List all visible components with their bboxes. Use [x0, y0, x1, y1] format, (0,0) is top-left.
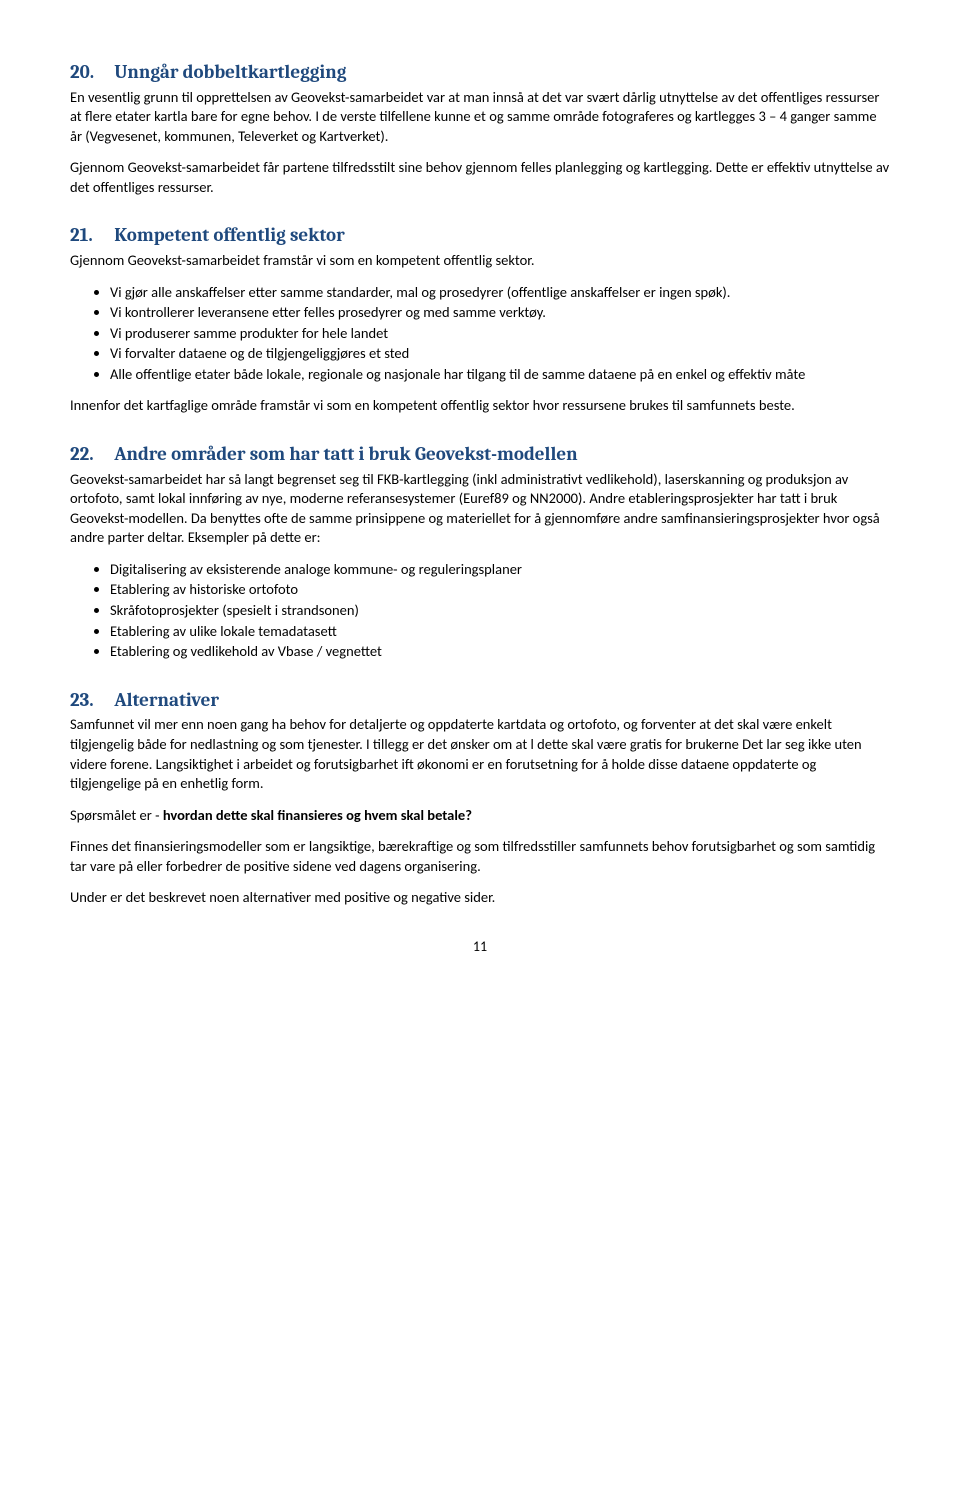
heading-23-text: Alternativer	[114, 689, 219, 711]
heading-23-num: 23.	[70, 688, 110, 714]
heading-21-text: Kompetent offentlig sektor	[114, 224, 345, 246]
s23-p2-bold: hvordan dette skal finansieres og hvem s…	[163, 806, 472, 824]
list-item: Skråfotoprosjekter (spesielt i strandson…	[110, 601, 890, 621]
s20-p1: En vesentlig grunn til opprettelsen av G…	[70, 88, 890, 147]
page-number: 11	[70, 938, 890, 957]
heading-22-num: 22.	[70, 442, 110, 468]
heading-21: 21. Kompetent offentlig sektor	[70, 223, 890, 249]
s23-p2: Spørsmålet er - hvordan dette skal finan…	[70, 806, 890, 826]
heading-21-num: 21.	[70, 223, 110, 249]
section-20: 20. Unngår dobbeltkartlegging En vesentl…	[70, 60, 890, 197]
section-21: 21. Kompetent offentlig sektor Gjennom G…	[70, 223, 890, 416]
s23-p1: Samfunnet vil mer enn noen gang ha behov…	[70, 715, 890, 793]
s23-p4: Under er det beskrevet noen alternativer…	[70, 888, 890, 908]
list-item: Vi produserer samme produkter for hele l…	[110, 324, 890, 344]
section-23: 23. Alternativer Samfunnet vil mer enn n…	[70, 688, 890, 908]
list-item: Etablering og vedlikehold av Vbase / veg…	[110, 642, 890, 662]
heading-20-text: Unngår dobbeltkartlegging	[114, 61, 346, 83]
s23-p2-pre: Spørsmålet er -	[70, 806, 163, 824]
s22-bullets: Digitalisering av eksisterende analoge k…	[70, 560, 890, 662]
s21-p2: Innenfor det kartfaglige område framstår…	[70, 396, 890, 416]
s22-p1: Geovekst-samarbeidet har så langt begren…	[70, 470, 890, 548]
list-item: Etablering av ulike lokale temadatasett	[110, 622, 890, 642]
s21-p1: Gjennom Geovekst-samarbeidet framstår vi…	[70, 251, 890, 271]
section-22: 22. Andre områder som har tatt i bruk Ge…	[70, 442, 890, 662]
list-item: Alle offentlige etater både lokale, regi…	[110, 365, 890, 385]
list-item: Vi forvalter dataene og de tilgjengeligg…	[110, 344, 890, 364]
list-item: Vi kontrollerer leveransene etter felles…	[110, 303, 890, 323]
heading-22-text: Andre områder som har tatt i bruk Geovek…	[114, 443, 577, 465]
heading-23: 23. Alternativer	[70, 688, 890, 714]
s23-p3: Finnes det finansieringsmodeller som er …	[70, 837, 890, 876]
list-item: Etablering av historiske ortofoto	[110, 580, 890, 600]
list-item: Vi gjør alle anskaffelser etter samme st…	[110, 283, 890, 303]
s21-bullets: Vi gjør alle anskaffelser etter samme st…	[70, 283, 890, 385]
heading-22: 22. Andre områder som har tatt i bruk Ge…	[70, 442, 890, 468]
s20-p2: Gjennom Geovekst-samarbeidet får partene…	[70, 158, 890, 197]
heading-20-num: 20.	[70, 60, 110, 86]
list-item: Digitalisering av eksisterende analoge k…	[110, 560, 890, 580]
heading-20: 20. Unngår dobbeltkartlegging	[70, 60, 890, 86]
